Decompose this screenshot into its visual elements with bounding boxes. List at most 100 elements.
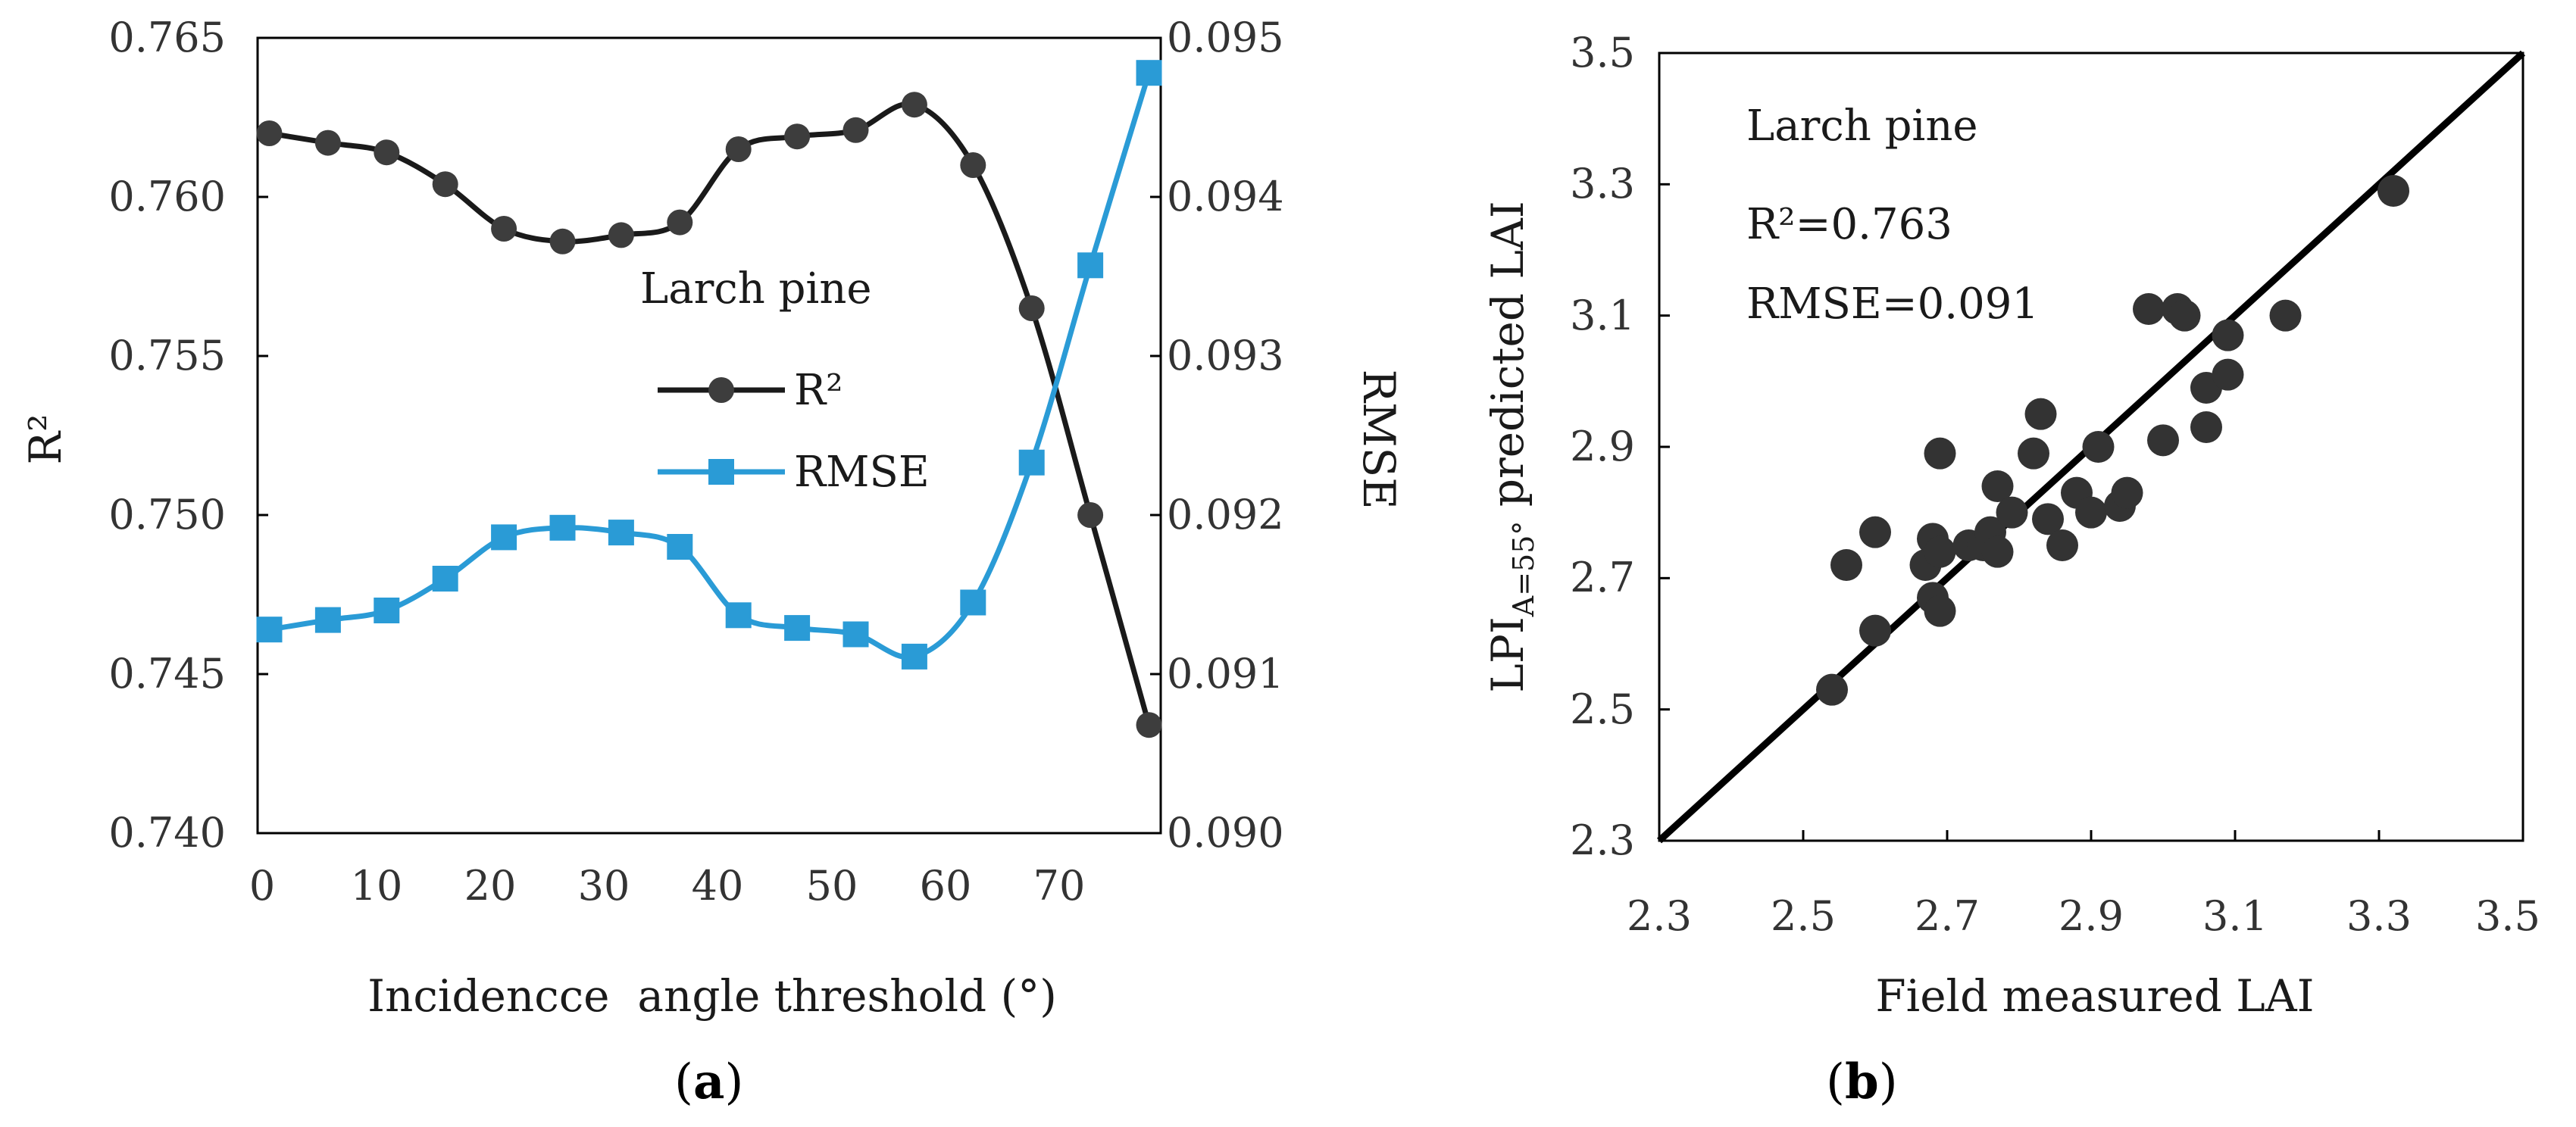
x-tick-label: 20 <box>464 862 517 910</box>
panel-b-letter: b <box>1845 1054 1879 1110</box>
x-tick-label: 3.1 <box>2202 892 2268 940</box>
y-axis-title-main: LPI <box>1482 617 1533 692</box>
r2-point <box>667 209 693 236</box>
scatter-point <box>2190 411 2222 443</box>
r2-point <box>843 117 869 143</box>
scatter-point <box>2168 299 2201 332</box>
y-axis-title: R² <box>20 414 71 465</box>
r2-point <box>256 120 283 146</box>
rmse-point <box>432 566 458 592</box>
y2-tick-label: 0.091 <box>1167 650 1284 698</box>
x-tick-label: 2.7 <box>1915 892 1980 940</box>
rmse-point <box>256 617 283 643</box>
x-axis-title: Incidencce angle threshold (°) <box>367 970 1057 1022</box>
panel-b-annotation-rmse: RMSE=0.091 <box>1746 279 2039 329</box>
y-tick-label: 0.750 <box>108 491 226 539</box>
legend-label-rmse: RMSE <box>794 448 930 497</box>
rmse-point <box>374 598 400 623</box>
y2-axis-title: RMSE <box>1353 369 1405 509</box>
y-tick-label: 0.765 <box>108 14 226 61</box>
x-tick-label: 2.9 <box>2059 892 2124 940</box>
panel-a-letter: a <box>693 1054 724 1110</box>
legend-marker-rmse <box>708 459 734 485</box>
x-tick-label: 0 <box>249 862 275 910</box>
scatter-point <box>2377 175 2409 207</box>
rmse-point <box>1077 252 1104 279</box>
panel-a-y2-tick-labels: 0.090 0.091 0.092 0.093 0.094 0.095 <box>1167 14 1284 857</box>
x-tick-label: 50 <box>806 862 858 910</box>
rmse-point <box>491 524 517 551</box>
r2-series-line <box>268 101 1152 726</box>
scatter-point <box>1996 496 2028 529</box>
y-axis-title-subscript: A=55° <box>1507 521 1540 618</box>
r2-point <box>1136 712 1162 738</box>
x-tick-label: 3.5 <box>2475 892 2540 940</box>
y-tick-label: 3.1 <box>1570 292 1635 339</box>
x-tick-label: 60 <box>920 862 972 910</box>
scatter-point <box>2212 319 2244 351</box>
r2-point <box>491 216 517 242</box>
r2-point <box>1018 295 1045 321</box>
rmse-point <box>608 520 634 546</box>
panel-b-x-tick-labels: 2.3 2.5 2.7 2.9 3.1 3.3 3.5 <box>1627 892 2540 940</box>
y2-tick-label: 0.095 <box>1167 14 1284 61</box>
rmse-point <box>1136 60 1162 86</box>
scatter-point <box>2032 503 2064 535</box>
scatter-point <box>1816 673 1848 706</box>
panel-b-annotation-title: Larch pine <box>1746 101 1978 151</box>
rmse-point <box>1018 449 1045 476</box>
panel-a-annotation: Larch pine <box>640 264 872 314</box>
x-tick-label: 40 <box>692 862 744 910</box>
scatter-point <box>2269 299 2302 332</box>
y-tick-label: 2.7 <box>1570 554 1635 601</box>
panel-a-plot-area <box>256 36 1162 835</box>
scatter-point <box>1981 535 2014 568</box>
scatter-point <box>2082 431 2115 463</box>
scatter-point <box>2147 424 2179 457</box>
scatter-point <box>1924 437 1956 470</box>
rmse-point <box>667 534 693 560</box>
y-tick-label: 0.755 <box>108 332 226 379</box>
panel-a-chart: 0.740 0.745 0.750 0.755 0.760 0.765 0.09… <box>20 14 1405 1110</box>
panel-b-chart: 2.3 2.5 2.7 2.9 3.1 3.3 3.5 2.3 2.5 2.7 … <box>1482 29 2540 1110</box>
y-tick-label: 2.9 <box>1570 423 1635 470</box>
rmse-point <box>725 602 752 629</box>
r2-point <box>960 152 986 178</box>
x-tick-label: 70 <box>1033 862 1086 910</box>
panel-a-y-tick-labels: 0.740 0.745 0.750 0.755 0.760 0.765 <box>108 14 226 857</box>
y2-tick-label: 0.093 <box>1167 332 1284 379</box>
r2-point <box>314 130 341 156</box>
scatter-point <box>2075 496 2107 529</box>
y-tick-label: 3.5 <box>1570 29 1635 76</box>
legend-marker-r2 <box>708 377 734 403</box>
scatter-point <box>1859 614 1891 647</box>
x-tick-label: 2.3 <box>1627 892 1692 940</box>
x-tick-label: 3.3 <box>2346 892 2412 940</box>
rmse-point <box>549 514 576 541</box>
r2-point <box>608 222 634 248</box>
x-tick-label: 10 <box>351 862 403 910</box>
scatter-point <box>2018 437 2049 470</box>
y-axis-title: LPIA=55° predicted LAI <box>1482 201 1540 692</box>
x-tick-label: 30 <box>578 862 630 910</box>
scatter-point <box>1830 549 1862 581</box>
y-tick-label: 2.5 <box>1570 685 1635 733</box>
scatter-point <box>2212 358 2244 391</box>
panel-b-annotation-r2: R²=0.763 <box>1746 200 1952 249</box>
r2-point <box>549 228 576 254</box>
scatter-point <box>2024 398 2057 430</box>
r2-point <box>374 139 400 166</box>
scatter-point <box>2133 293 2165 325</box>
r2-point <box>432 171 458 198</box>
rmse-point <box>843 621 869 648</box>
scatter-point <box>2046 529 2078 561</box>
legend: R² RMSE <box>658 366 930 497</box>
rmse-point <box>960 589 986 616</box>
y-tick-label: 0.760 <box>108 173 226 220</box>
panel-a-x-tick-labels: 0 10 20 30 40 50 60 70 <box>249 862 1086 910</box>
scatter-point <box>1924 535 1956 568</box>
y-tick-label: 0.745 <box>108 650 226 698</box>
y2-tick-label: 0.092 <box>1167 491 1284 539</box>
rmse-point <box>901 643 927 670</box>
